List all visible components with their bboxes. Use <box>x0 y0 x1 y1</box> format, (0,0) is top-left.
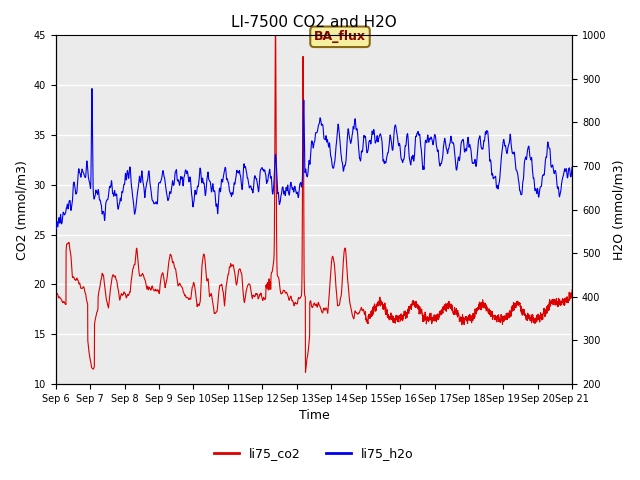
Legend: li75_co2, li75_h2o: li75_co2, li75_h2o <box>209 442 419 465</box>
X-axis label: Time: Time <box>299 409 330 422</box>
Y-axis label: CO2 (mmol/m3): CO2 (mmol/m3) <box>15 160 28 260</box>
Text: BA_flux: BA_flux <box>314 30 366 43</box>
Title: LI-7500 CO2 and H2O: LI-7500 CO2 and H2O <box>231 15 397 30</box>
Y-axis label: H2O (mmol/m3): H2O (mmol/m3) <box>612 159 625 260</box>
